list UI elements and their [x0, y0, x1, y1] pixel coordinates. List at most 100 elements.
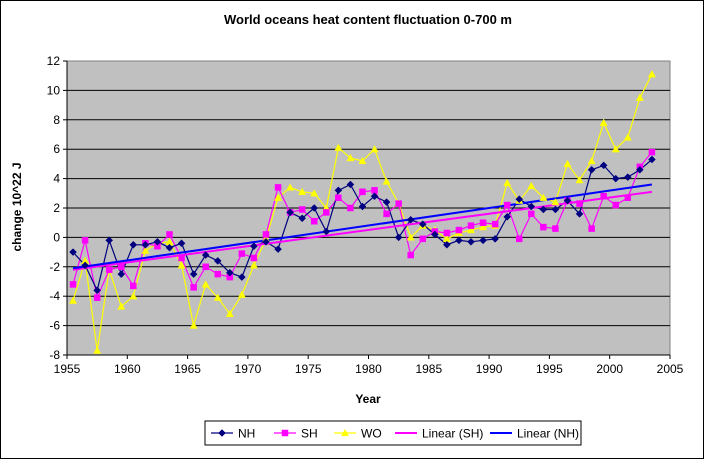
- data-point-nh: [587, 165, 596, 174]
- x-tick-label: 1975: [295, 362, 322, 376]
- legend-marker: [281, 429, 289, 437]
- data-point-nh: [238, 273, 246, 281]
- data-point-sh: [214, 270, 221, 278]
- data-point-nh: [370, 192, 379, 201]
- data-point-sh: [383, 210, 390, 218]
- data-point-sh: [105, 266, 113, 273]
- data-point-nh: [262, 237, 270, 246]
- data-point-nh: [177, 239, 186, 248]
- y-tick-label: 12: [47, 54, 61, 68]
- data-point-nh: [141, 240, 150, 249]
- data-point-wo: [551, 198, 560, 206]
- data-point-nh: [165, 243, 174, 252]
- data-point-sh: [407, 251, 414, 259]
- data-point-sh: [419, 235, 427, 243]
- data-point-nh: [250, 242, 258, 251]
- data-point-sh: [600, 192, 607, 200]
- data-point-wo: [298, 187, 307, 195]
- data-point-nh: [213, 257, 222, 265]
- data-point-sh: [274, 184, 282, 191]
- x-tick-label: 1965: [174, 362, 201, 376]
- data-point-nh: [286, 208, 294, 217]
- data-point-nh: [491, 235, 499, 243]
- plot-layer: -8 -6 -4 -2 0 2 4 6 8 10 12 1955 1960 1965 1970 1975 198…: [47, 54, 684, 376]
- data-point-wo: [587, 156, 596, 165]
- data-point-nh: [563, 196, 572, 205]
- y-tick-label: 6: [53, 142, 60, 156]
- data-point-nh: [418, 220, 427, 229]
- data-point-sh: [443, 229, 451, 237]
- data-point-wo: [310, 189, 319, 197]
- y-axis-label: change 10^22 J: [10, 162, 24, 251]
- data-point-wo: [539, 193, 548, 201]
- data-point-sh: [576, 200, 583, 207]
- data-point-sh: [190, 284, 197, 291]
- data-point-nh: [611, 174, 620, 183]
- data-point-sh: [624, 194, 632, 201]
- legend-label: Linear (NH): [517, 427, 579, 441]
- y-tick-label: -8: [49, 348, 60, 362]
- data-point-sh: [588, 225, 595, 232]
- data-point-sh: [395, 200, 402, 207]
- data-point-nh: [69, 248, 77, 256]
- data-point-sh: [612, 201, 619, 209]
- data-point-nh: [382, 198, 391, 206]
- data-point-wo: [225, 309, 234, 317]
- data-point-nh: [310, 204, 319, 212]
- data-point-sh: [323, 209, 330, 216]
- data-point-wo: [177, 261, 186, 269]
- data-point-nh: [515, 195, 524, 204]
- data-point-nh: [551, 205, 560, 214]
- legend-box: [204, 420, 582, 446]
- data-point-sh: [479, 219, 487, 226]
- data-point-wo: [93, 346, 102, 354]
- data-point-wo: [611, 145, 620, 153]
- data-point-nh: [298, 214, 307, 223]
- data-point-wo: [129, 292, 138, 300]
- data-point-nh: [527, 202, 536, 211]
- data-point-wo: [117, 302, 126, 310]
- data-point-wo: [647, 70, 656, 78]
- data-point-wo: [358, 156, 367, 165]
- data-point-wo: [189, 321, 198, 329]
- legend-label: NH: [238, 427, 255, 441]
- data-point-wo: [334, 143, 343, 151]
- data-point-sh: [528, 210, 535, 218]
- legend-label: Linear (SH): [422, 427, 483, 441]
- data-point-sh: [540, 223, 547, 231]
- data-point-nh: [189, 270, 198, 279]
- legend-label: SH: [301, 427, 318, 441]
- x-tick-label: 1995: [536, 362, 563, 376]
- data-point-sh: [69, 281, 77, 288]
- legend: NH SH WO Linear (SH) Linear (NH): [204, 420, 582, 446]
- data-point-wo: [635, 93, 644, 101]
- data-point-wo: [274, 193, 283, 201]
- data-point-wo: [370, 145, 379, 153]
- y-tick-label: -4: [49, 289, 60, 303]
- x-tick-label: 1990: [476, 362, 503, 376]
- data-point-wo: [623, 133, 632, 141]
- data-point-wo: [575, 175, 584, 184]
- data-point-nh: [479, 236, 487, 245]
- data-point-wo: [527, 181, 536, 190]
- data-point-nh: [623, 173, 632, 181]
- data-point-nh: [599, 161, 608, 170]
- y-tick-label: 0: [53, 230, 60, 244]
- data-point-nh: [455, 236, 463, 245]
- data-point-nh: [93, 286, 102, 295]
- data-point-sh: [648, 148, 656, 156]
- data-point-nh: [358, 202, 367, 211]
- x-tick-label: 1960: [114, 362, 141, 376]
- data-point-sh: [335, 194, 342, 201]
- data-point-nh: [430, 230, 439, 239]
- data-point-sh: [298, 206, 306, 213]
- data-point-nh: [81, 261, 89, 270]
- data-point-nh: [334, 186, 343, 195]
- data-point-nh: [225, 268, 234, 277]
- data-point-wo: [599, 118, 608, 126]
- data-point-nh: [105, 236, 114, 245]
- data-point-nh: [201, 251, 210, 259]
- y-tick-label: -2: [49, 260, 60, 274]
